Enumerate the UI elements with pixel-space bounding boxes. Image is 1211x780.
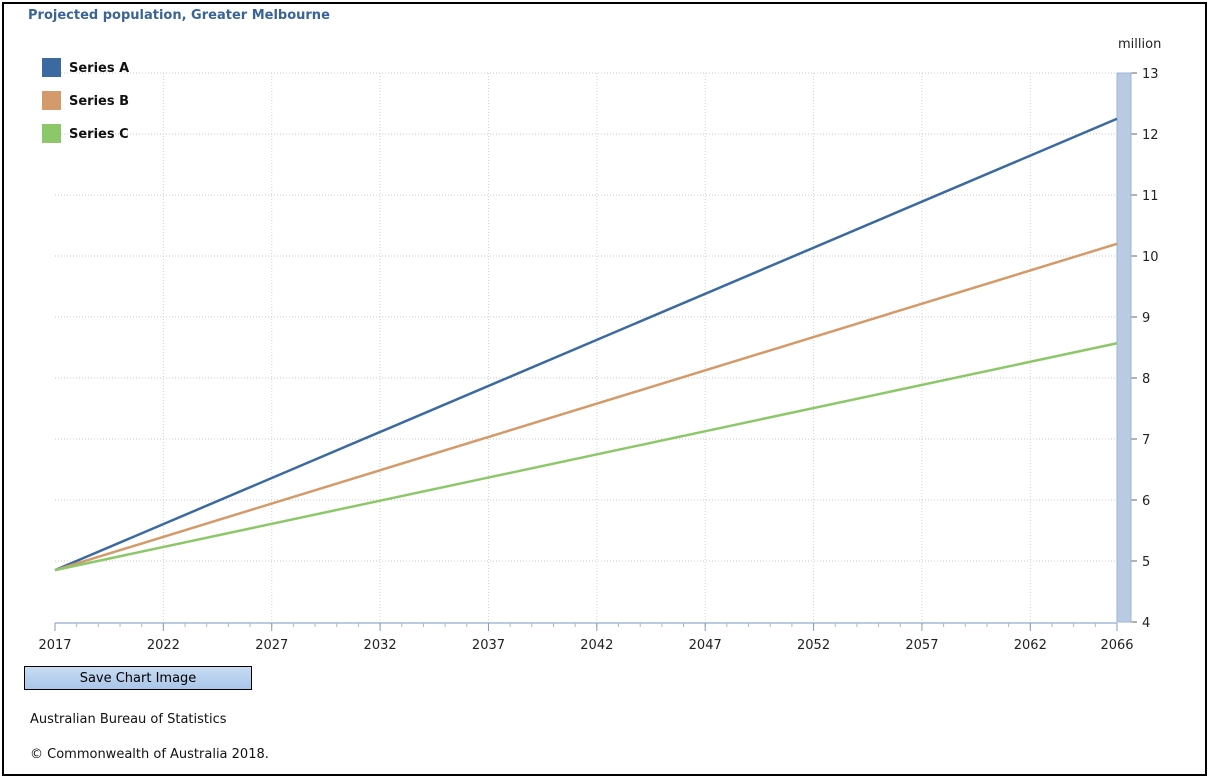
y-tick-label: 12 — [1142, 128, 1159, 143]
y-tick-label: 11 — [1142, 189, 1159, 204]
copyright-text: © Commonwealth of Australia 2018. — [30, 747, 269, 762]
x-tick-label: 2042 — [580, 638, 613, 653]
axis-layer: 4 5 6 7 8 9 10 11 12 13 2017 2022 2027 2032 2037 2042 20… — [38, 67, 1158, 653]
y-tick-label: 8 — [1142, 372, 1150, 387]
x-tick-label: 2037 — [472, 638, 505, 653]
x-tick-label: 2047 — [689, 638, 722, 653]
legend-label: Series A — [69, 61, 129, 76]
x-tick-label: 2022 — [147, 638, 180, 653]
y-tick-label: 9 — [1142, 311, 1150, 326]
y-tick-label: 5 — [1142, 555, 1150, 570]
x-tick-label: 2017 — [38, 638, 71, 653]
legend-label: Series C — [69, 127, 129, 142]
legend-label: Series B — [69, 94, 129, 109]
y-tick-label: 13 — [1142, 67, 1159, 82]
y-tick-label: 7 — [1142, 433, 1150, 448]
legend-swatch — [42, 124, 61, 143]
x-tick-label: 2057 — [905, 638, 938, 653]
legend-swatch — [42, 58, 61, 77]
legend: Series A Series B Series C — [42, 58, 129, 143]
series-line-c — [54, 342, 1118, 572]
y-tick-label: 6 — [1142, 494, 1150, 509]
legend-swatch — [42, 91, 61, 110]
x-tick-label: 2066 — [1100, 638, 1133, 653]
y-axis-band — [1116, 72, 1132, 623]
y-tick-label: 4 — [1142, 616, 1150, 631]
y-tick-label: 10 — [1142, 250, 1159, 265]
series-line-b — [54, 242, 1118, 572]
source-text: Australian Bureau of Statistics — [30, 712, 227, 727]
x-tick-label: 2032 — [364, 638, 397, 653]
x-tick-label: 2052 — [797, 638, 830, 653]
series-line-a — [54, 117, 1118, 572]
chart-title: Projected population, Greater Melbourne — [28, 8, 330, 23]
grid-layer — [55, 72, 1117, 622]
series-layer — [54, 117, 1118, 572]
y-axis-unit-label: million — [1118, 37, 1162, 52]
save-chart-image-button[interactable]: Save Chart Image — [24, 666, 252, 690]
x-tick-label: 2027 — [255, 638, 288, 653]
x-tick-label: 2062 — [1014, 638, 1047, 653]
